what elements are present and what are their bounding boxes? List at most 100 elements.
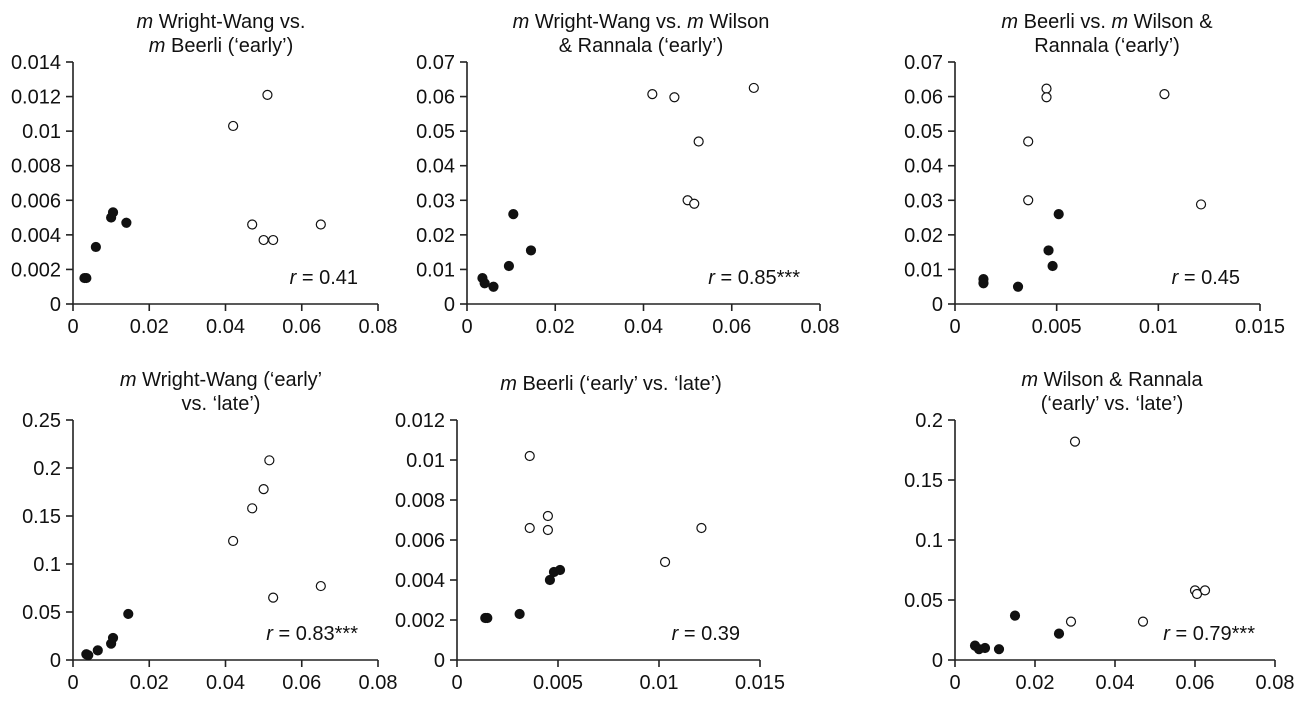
- panel-title-line: & Rannala (‘early’): [441, 34, 841, 58]
- y-tick-label: 0.05: [904, 590, 943, 612]
- panel-title: m Wright-Wang vs. m Beerli (‘early’): [21, 10, 421, 58]
- x-tick-label: 0.02: [130, 672, 169, 694]
- y-tick-label: 0.03: [904, 190, 943, 212]
- title-text: vs. ‘late’): [181, 393, 261, 415]
- y-tick-label: 0: [932, 650, 943, 672]
- data-point-filled: [979, 642, 991, 654]
- scatter-panel-4: 0 0.05 0.1 0.15 0.2 0.25 0 0.02 0.04 0.06 0.08 r = …: [22, 410, 397, 694]
- y-tick-label: 0.03: [416, 190, 455, 212]
- x-tick-label: 0.04: [206, 672, 245, 694]
- data-point-open: [1041, 92, 1052, 103]
- correlation-variable: r: [672, 623, 680, 645]
- title-variable: m: [136, 11, 154, 33]
- data-point-open: [1195, 199, 1207, 210]
- panel-title-line: vs. ‘late’): [21, 392, 421, 416]
- data-point-open: [262, 89, 273, 100]
- y-tick-label: 0.05: [904, 121, 943, 143]
- data-point-open: [1069, 436, 1081, 447]
- data-point-filled: [1043, 245, 1054, 256]
- y-tick-label: 0.25: [22, 410, 61, 432]
- correlation-value: = 0.79***: [1170, 623, 1255, 645]
- title-text: (‘early’ vs. ‘late’): [1040, 393, 1184, 415]
- title-variable: m: [1111, 11, 1129, 33]
- correlation-variable: r: [266, 623, 274, 645]
- x-tick-label: 0.08: [359, 316, 398, 338]
- y-tick-label: 0.012: [11, 87, 61, 109]
- y-tick-label: 0.06: [904, 87, 943, 109]
- y-tick-label: 0: [434, 650, 445, 672]
- y-tick-label: 0.008: [11, 156, 61, 178]
- scatter-panel-1: 0 0.002 0.004 0.006 0.008 0.01 0.012 0.014 0 0.02…: [11, 52, 398, 338]
- y-tick-label: 0.01: [22, 121, 61, 143]
- correlation-value: = 0.45: [1178, 267, 1240, 289]
- y-tick-label: 0.01: [416, 259, 455, 281]
- title-text: Wright-Wang (‘early’: [136, 369, 323, 391]
- correlation-variable: r: [1163, 623, 1171, 645]
- correlation-label: r = 0.85***: [708, 267, 800, 289]
- title-variable: m: [119, 369, 137, 391]
- data-point-filled: [1047, 260, 1058, 272]
- data-point-filled: [514, 608, 525, 620]
- data-point-filled: [544, 574, 556, 586]
- data-point-filled: [123, 608, 134, 620]
- y-tick-label: 0.07: [416, 52, 455, 74]
- y-tick-label: 0: [50, 650, 61, 672]
- y-tick-label: 0.002: [395, 610, 445, 632]
- y-tick-label: 0.05: [416, 121, 455, 143]
- y-tick-label: 0.012: [395, 410, 445, 432]
- y-tick-label: 0.1: [915, 530, 943, 552]
- data-point-open: [689, 198, 700, 209]
- data-point-filled: [107, 207, 119, 218]
- x-tick-label: 0.06: [282, 672, 321, 694]
- panel-title: m Wright-Wang vs. m Wilson & Rannala (‘ea…: [441, 10, 841, 58]
- correlation-value: = 0.83***: [273, 623, 358, 645]
- y-tick-label: 0.1: [33, 554, 61, 576]
- title-variable: m: [1001, 11, 1019, 33]
- correlation-variable: r: [290, 267, 298, 289]
- title-text: Beerli (‘early’ vs. ‘late’): [516, 373, 722, 395]
- y-tick-label: 0.04: [904, 156, 943, 178]
- title-text: Beerli vs.: [1018, 11, 1112, 33]
- scatter-panel-6: 0 0.05 0.1 0.15 0.2 0 0.02 0.04 0.06 0.08 r = 0.79…: [904, 410, 1294, 694]
- x-tick-label: 0.015: [1235, 316, 1285, 338]
- y-tick-label: 0.07: [904, 52, 943, 74]
- data-point-open: [647, 89, 658, 100]
- panel-title-line: Rannala (‘early’): [907, 34, 1298, 58]
- x-tick-label: 0: [461, 316, 472, 338]
- x-tick-label: 0: [67, 672, 78, 694]
- title-variable: m: [687, 11, 704, 33]
- correlation-label: r = 0.45: [1172, 267, 1240, 289]
- correlation-label: r = 0.41: [290, 267, 358, 289]
- panel-title: m Wilson & Rannala (‘early’ vs. ‘late’): [912, 368, 1298, 416]
- data-point-filled: [503, 260, 515, 272]
- panel-title: m Wright-Wang (‘early’ vs. ‘late’): [21, 368, 421, 416]
- data-point-filled: [1053, 628, 1065, 639]
- x-tick-label: 0.04: [1096, 672, 1135, 694]
- y-tick-label: 0.006: [395, 530, 445, 552]
- panel-title-line: m Beerli vs. m Wilson &: [907, 10, 1298, 34]
- x-tick-label: 0: [451, 672, 462, 694]
- data-point-filled: [993, 644, 1005, 655]
- data-point-filled: [525, 245, 537, 256]
- data-point-open: [669, 92, 680, 103]
- data-point-open: [315, 219, 326, 230]
- data-point-filled: [83, 650, 94, 661]
- y-tick-label: 0: [444, 294, 455, 316]
- data-point-open: [542, 510, 554, 522]
- title-text: Wilson: [703, 11, 770, 33]
- panel-title-line: m Wright-Wang vs.: [21, 10, 421, 34]
- data-point-open: [524, 522, 535, 534]
- title-text: Beerli (‘early’): [165, 35, 294, 57]
- data-point-open: [1199, 585, 1211, 596]
- x-tick-label: 0.04: [206, 316, 245, 338]
- x-tick-label: 0.08: [1256, 672, 1295, 694]
- x-tick-label: 0.005: [533, 672, 583, 694]
- x-tick-label: 0.06: [712, 316, 751, 338]
- x-tick-label: 0.08: [801, 316, 840, 338]
- y-tick-label: 0.004: [11, 225, 61, 247]
- panel-title-line: m Wilson & Rannala: [912, 368, 1298, 392]
- x-tick-label: 0.08: [359, 672, 398, 694]
- correlation-label: r = 0.39: [672, 623, 740, 645]
- data-point-open: [258, 484, 269, 495]
